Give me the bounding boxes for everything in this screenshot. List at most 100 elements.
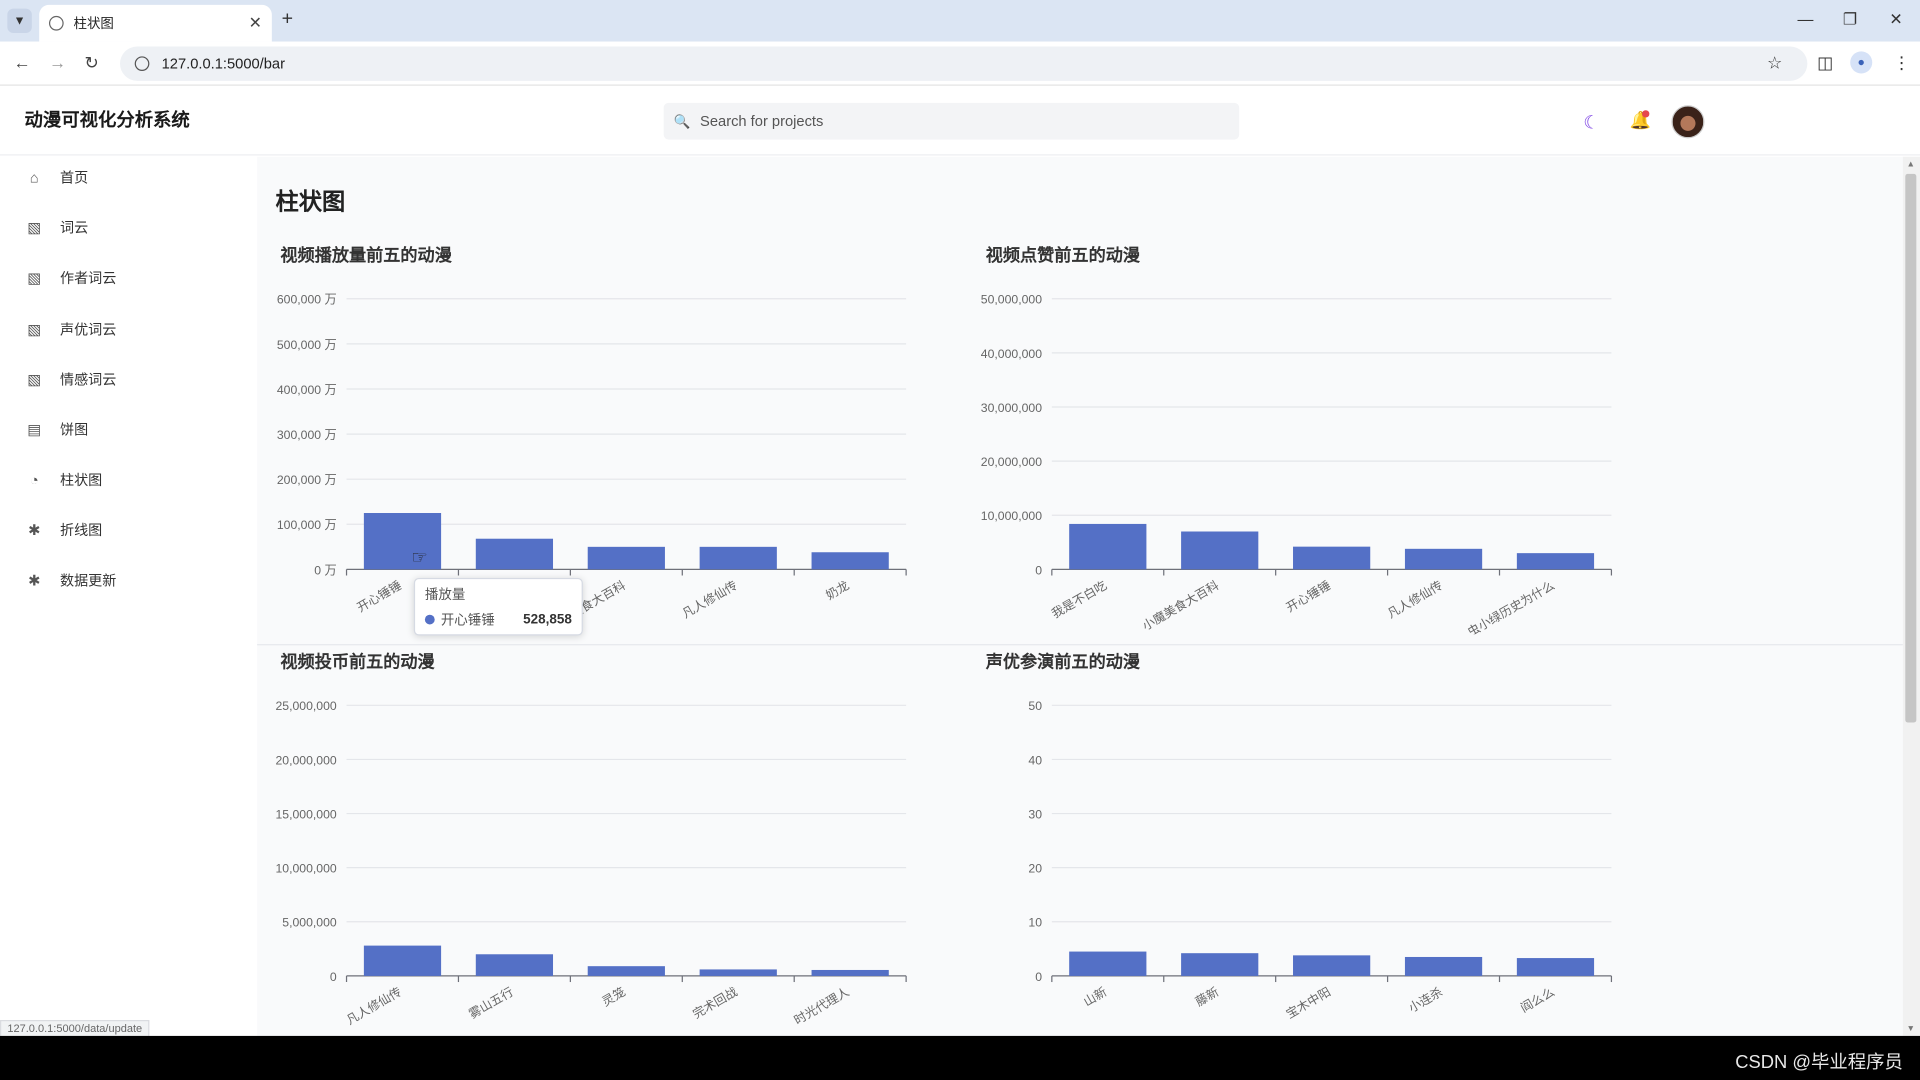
bar[interactable]	[1293, 546, 1371, 570]
bar[interactable]	[1293, 955, 1371, 976]
x-tick-label: 山新	[1081, 984, 1110, 1009]
sidebar-item-sentiment-wordcloud[interactable]: ▧ 情感词云	[24, 366, 116, 393]
box-icon: ▤	[27, 421, 42, 439]
sidebar-item-label: 声优词云	[60, 323, 117, 338]
tab-title: 柱状图	[73, 17, 114, 32]
bar[interactable]	[587, 546, 665, 570]
x-tick-label: 虫小绿历史为什么	[1465, 577, 1557, 634]
y-tick-label: 0	[330, 970, 337, 984]
x-tick-label: 开心锤锤	[354, 577, 404, 614]
site-info-icon[interactable]	[134, 56, 150, 72]
globe-icon	[48, 15, 64, 31]
sidebar-item-bar[interactable]: ◔ 柱状图	[24, 467, 102, 494]
chart-tooltip: 播放量 开心锤锤 528,858	[413, 577, 583, 636]
bar-chart-likes: 0 10,000,000 20,000,000 30,000,000 40,000,00…	[981, 293, 1613, 634]
bar[interactable]	[363, 945, 442, 976]
sidebar-item-label: 情感词云	[60, 373, 117, 389]
y-tick-label: 40,000,000	[981, 347, 1042, 361]
chart-title: 视频播放量前五的动漫	[280, 244, 452, 265]
y-tick-label: 10,000,000	[981, 509, 1042, 523]
bar[interactable]	[1069, 951, 1147, 976]
y-tick-label: 500,000 万	[277, 338, 337, 352]
bar[interactable]	[699, 546, 777, 570]
search-input[interactable]: 🔍 Search for projects	[663, 102, 1240, 140]
reload-icon[interactable]: ↻	[84, 52, 99, 73]
sidebar-item-data-update[interactable]: ✱ 数据更新	[24, 567, 116, 594]
dark-mode-moon-icon[interactable]: ☾	[1583, 112, 1600, 134]
sidebar-item-label: 柱状图	[60, 473, 103, 489]
restore-icon[interactable]: ❐	[1842, 9, 1858, 29]
tab-search-button[interactable]: ▼	[7, 8, 32, 34]
bar[interactable]	[1404, 956, 1483, 976]
bar[interactable]	[587, 966, 665, 976]
y-tick-label: 25,000,000	[276, 699, 337, 713]
close-tab-icon[interactable]: ✕	[248, 13, 263, 32]
x-tick-label: 时光代理人	[792, 985, 852, 1028]
forward-icon[interactable]: →	[48, 52, 67, 73]
tooltip-value: 528,858	[523, 612, 572, 627]
profile-icon[interactable]: ●	[1850, 51, 1873, 74]
side-panel-icon[interactable]: ◫	[1817, 52, 1834, 73]
avatar[interactable]	[1671, 105, 1705, 139]
y-tick-label: 10	[1028, 916, 1042, 930]
bar[interactable]	[475, 954, 554, 976]
bar[interactable]	[1404, 548, 1483, 570]
sidebar-item-home[interactable]: ⌂ 首页	[24, 164, 88, 191]
sidebar-item-label: 饼图	[60, 423, 89, 439]
bar[interactable]	[1181, 953, 1259, 976]
back-icon[interactable]: ←	[13, 52, 31, 73]
y-tick-label: 100,000 万	[277, 518, 337, 532]
bar[interactable]	[811, 552, 889, 570]
new-tab-button[interactable]: +	[281, 8, 294, 30]
hand-cursor-icon: ☞	[411, 547, 428, 569]
x-tick-label: 灵笼	[599, 984, 628, 1009]
bookmark-star-icon[interactable]: ☆	[1766, 52, 1783, 73]
bar[interactable]	[363, 513, 442, 570]
browser-tab[interactable]: 柱状图 ✕	[39, 4, 272, 42]
y-tick-label: 10,000,000	[276, 862, 337, 876]
minimize-icon[interactable]: —	[1797, 9, 1814, 29]
x-tick-label: 凡人修仙传	[1385, 577, 1445, 621]
tooltip-name: 开心锤锤	[440, 613, 495, 629]
url-field[interactable]: 127.0.0.1:5000/bar	[120, 46, 1808, 81]
clipboard-icon: ▧	[27, 320, 42, 338]
chart-title: 视频投币前五的动漫	[280, 651, 435, 672]
sidebar-item-voice-actor-wordcloud[interactable]: ▧ 声优词云	[24, 316, 116, 343]
search-icon: 🔍	[673, 114, 691, 130]
x-tick-label: 凡人修仙传	[679, 577, 739, 621]
scroll-down-icon[interactable]: ▼	[1906, 1024, 1916, 1034]
page-title: 柱状图	[275, 189, 346, 216]
bar[interactable]	[811, 969, 889, 976]
bar[interactable]	[475, 538, 554, 570]
sidebar-item-author-wordcloud[interactable]: ▧ 作者词云	[24, 264, 116, 291]
bar[interactable]	[1069, 523, 1147, 570]
more-menu-icon[interactable]: ⋮	[1893, 52, 1911, 73]
sidebar-item-wordcloud[interactable]: ▧ 词云	[24, 214, 88, 241]
sidebar-item-line[interactable]: ✱ 折线图	[24, 517, 102, 544]
sidebar-item-label: 词云	[60, 221, 89, 237]
close-window-icon[interactable]: ✕	[1889, 9, 1903, 29]
y-tick-label: 20,000,000	[981, 455, 1042, 469]
clipboard-icon: ▧	[27, 219, 42, 237]
x-tick-label: 凡人修仙传	[343, 984, 403, 1028]
bar[interactable]	[1181, 531, 1259, 570]
bar[interactable]	[1516, 958, 1595, 976]
sidebar-item-pie[interactable]: ▤ 饼图	[24, 416, 88, 443]
pie-chart-icon: ◔	[29, 471, 39, 489]
chevron-down-icon: ▼	[13, 14, 26, 28]
x-tick-label: 阎么么	[1518, 985, 1557, 1015]
x-tick-label: 雾山五行	[467, 985, 516, 1022]
chart-title: 视频点赞前五的动漫	[985, 244, 1140, 265]
bar[interactable]	[1516, 553, 1595, 570]
notification-dot	[1642, 110, 1650, 118]
bar[interactable]	[699, 969, 777, 976]
home-icon: ⌂	[29, 168, 39, 187]
x-tick-label: 完术回战	[690, 984, 740, 1021]
notification-bell-icon[interactable]: 🔔	[1629, 110, 1652, 130]
scroll-up-icon[interactable]: ▲	[1906, 160, 1916, 169]
chart-title: 声优参演前五的动漫	[985, 651, 1140, 672]
bar-chart-voice-actors: 0 10 20 30 40 50 山新 藤新 宝木中阳 小连杀 阎么么	[1028, 699, 1613, 1021]
scrollbar-thumb[interactable]	[1905, 173, 1917, 723]
sidebar-item-label: 数据更新	[60, 574, 117, 589]
